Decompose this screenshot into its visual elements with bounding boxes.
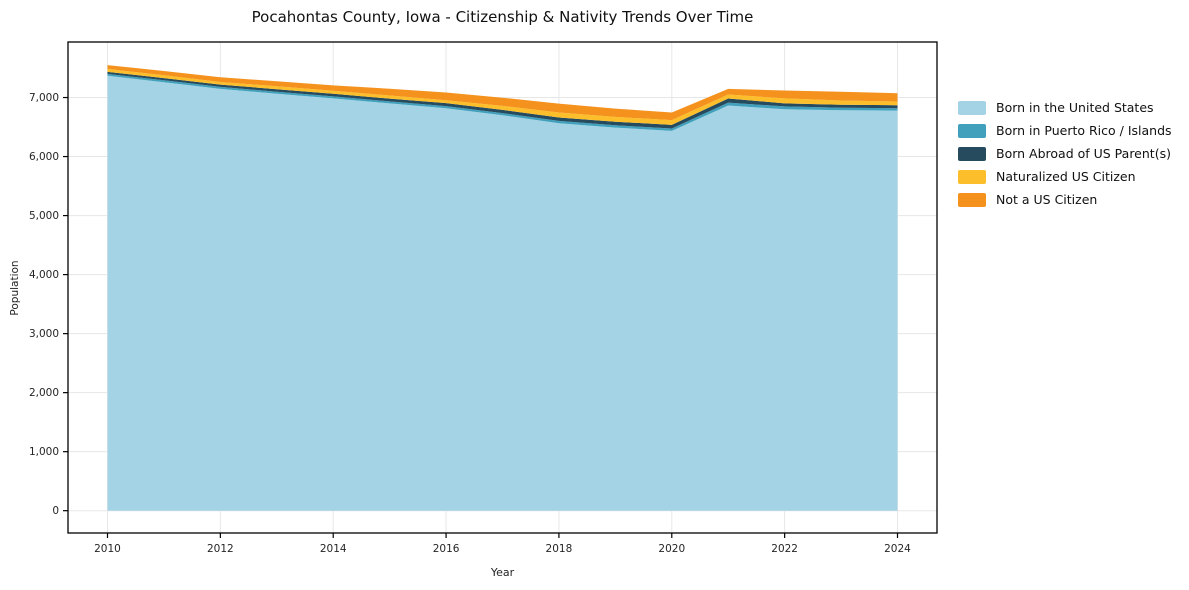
y-axis-label: Population	[9, 260, 21, 316]
legend-label: Naturalized US Citizen	[996, 169, 1136, 184]
x-tick-label: 2010	[94, 543, 121, 555]
x-tick-label: 2012	[207, 543, 234, 555]
y-tick-label: 1,000	[29, 446, 59, 458]
area-series-born-in-the-united-states	[107, 75, 898, 511]
legend-item-born-in-the-united-states: Born in the United States	[958, 96, 1172, 119]
legend-item-born-in-puerto-rico-islands: Born in Puerto Rico / Islands	[958, 119, 1172, 142]
legend-item-born-abroad-of-us-parent-s: Born Abroad of US Parent(s)	[958, 142, 1172, 165]
area-series-born-in-puerto-rico-islands	[107, 73, 898, 131]
legend-item-naturalized-us-citizen: Naturalized US Citizen	[958, 165, 1172, 188]
area-series-naturalized-us-citizen	[107, 68, 898, 125]
legend-color-swatch	[958, 123, 986, 138]
x-tick-label: 2018	[546, 543, 573, 555]
legend-item-not-a-us-citizen: Not a US Citizen	[958, 188, 1172, 211]
x-tick-label: 2022	[771, 543, 798, 555]
y-tick-label: 4,000	[29, 269, 59, 281]
x-axis-label: Year	[490, 566, 515, 579]
y-tick-label: 3,000	[29, 328, 59, 340]
chart-title: Pocahontas County, Iowa - Citizenship & …	[251, 8, 754, 26]
legend-color-swatch	[958, 169, 986, 184]
legend: Born in the United States Born in Puerto …	[958, 96, 1172, 211]
x-tick-label: 2024	[884, 543, 911, 555]
y-tick-label: 0	[52, 505, 59, 517]
legend-label: Not a US Citizen	[996, 192, 1098, 207]
x-tick-label: 2014	[320, 543, 347, 555]
x-tick-label: 2016	[433, 543, 460, 555]
x-tick-label: 2020	[658, 543, 685, 555]
legend-color-swatch	[958, 192, 986, 207]
area-series-born-abroad-of-us-parent-s	[107, 71, 898, 129]
y-tick-label: 6,000	[29, 151, 59, 163]
legend-label: Born in Puerto Rico / Islands	[996, 123, 1172, 138]
y-tick-label: 5,000	[29, 210, 59, 222]
legend-label: Born in the United States	[996, 100, 1154, 115]
legend-label: Born Abroad of US Parent(s)	[996, 146, 1171, 161]
plot-border	[67, 41, 938, 534]
area-series-not-a-us-citizen	[107, 65, 898, 121]
legend-color-swatch	[958, 146, 986, 161]
legend-color-swatch	[958, 100, 986, 115]
y-tick-label: 7,000	[29, 92, 59, 104]
y-tick-label: 2,000	[29, 387, 59, 399]
